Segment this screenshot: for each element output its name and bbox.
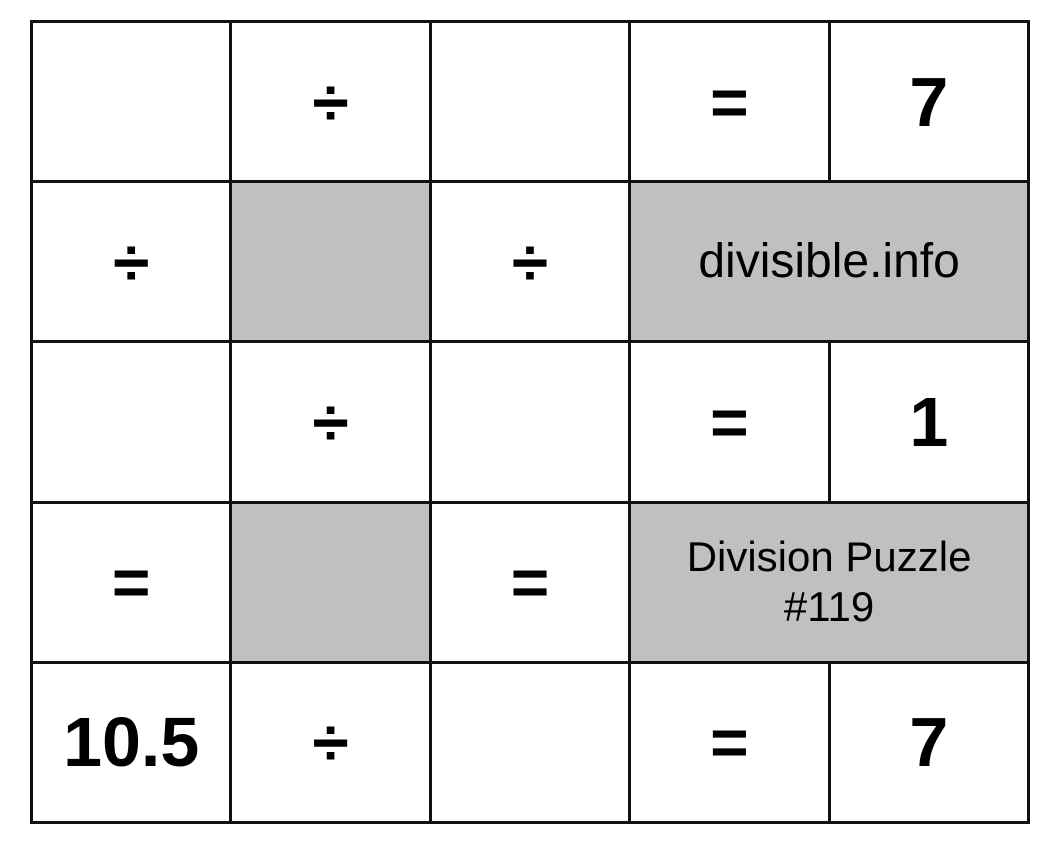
number-cell: 7 [830, 23, 1027, 181]
site-name: divisible.info [631, 183, 1027, 341]
operator-cell: = [631, 663, 828, 821]
operator-cell: = [431, 503, 629, 661]
puzzle-grid: ÷ = 7 ÷ ÷ divisible.info ÷ = 1 = = Division Puzzle #… [30, 20, 1030, 824]
operator-cell: ÷ [33, 183, 230, 341]
operator-cell: = [631, 23, 828, 181]
blocked-cell [232, 503, 429, 661]
operator-cell: = [33, 503, 230, 661]
empty-input-cell[interactable] [33, 23, 230, 181]
empty-input-cell[interactable] [431, 343, 629, 501]
empty-input-cell[interactable] [431, 663, 629, 821]
puzzle-number: #119 [783, 583, 875, 631]
operator-cell: ÷ [232, 343, 429, 501]
puzzle-title-text: Division Puzzle [686, 532, 972, 580]
operator-cell: ÷ [431, 183, 629, 341]
empty-input-cell[interactable] [431, 23, 629, 181]
number-cell: 10.5 [33, 663, 230, 821]
puzzle-title: Division Puzzle #119 [631, 503, 1027, 661]
number-cell: 7 [830, 663, 1027, 821]
operator-cell: = [631, 343, 828, 501]
number-cell: 1 [830, 343, 1027, 501]
blocked-cell [232, 183, 429, 341]
operator-cell: ÷ [232, 23, 429, 181]
empty-input-cell[interactable] [33, 343, 230, 501]
operator-cell: ÷ [232, 663, 429, 821]
